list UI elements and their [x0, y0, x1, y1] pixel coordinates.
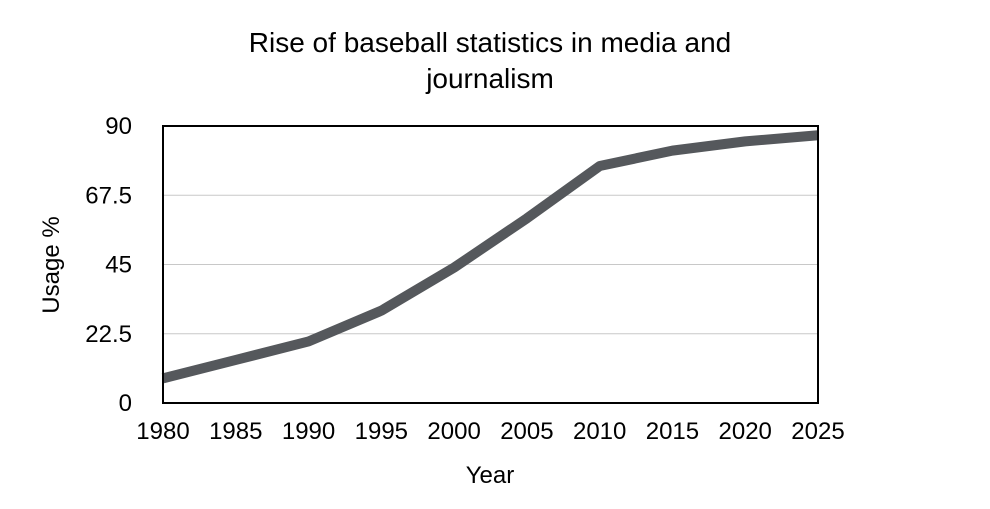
x-tick-label: 2020	[719, 418, 772, 445]
x-tick-label: 2005	[500, 418, 553, 445]
y-tick-labels: 0 22.5 45 67.5 90	[85, 113, 132, 417]
plot-area-frame	[162, 125, 819, 404]
x-tick-label: 1990	[282, 418, 335, 445]
grid-lines	[163, 194, 818, 335]
data-point	[526, 217, 528, 219]
data-point	[235, 359, 237, 361]
x-tick-label: 2000	[427, 418, 480, 445]
y-tick-label: 0	[119, 390, 132, 417]
chart-title-line-2: journalism	[425, 63, 554, 94]
x-tick-label: 1985	[209, 418, 262, 445]
x-tick-label: 2010	[573, 418, 626, 445]
x-tick-label: 2015	[646, 418, 699, 445]
x-tick-label: 1995	[355, 418, 408, 445]
data-point	[671, 150, 673, 152]
x-tick-label: 1980	[136, 418, 189, 445]
data-point	[308, 340, 310, 342]
y-tick-label: 67.5	[85, 182, 132, 209]
data-point	[380, 310, 382, 312]
x-axis-label: Year	[466, 462, 515, 489]
data-point	[599, 165, 601, 167]
y-axis-label: Usage %	[38, 216, 65, 313]
y-tick-label: 22.5	[85, 321, 132, 348]
data-point	[744, 140, 746, 142]
series-group	[161, 130, 819, 384]
chart-title-line-1: Rise of baseball statistics in media and	[249, 27, 731, 58]
x-tick-labels: 1980 1985 1990 1995 2000 2005 2010 2015 2020 2025	[136, 418, 844, 445]
series-line	[161, 130, 819, 384]
y-tick-label: 90	[105, 113, 132, 140]
data-point	[453, 267, 455, 269]
y-tick-label: 45	[105, 252, 132, 279]
x-tick-label: 2025	[791, 418, 844, 445]
